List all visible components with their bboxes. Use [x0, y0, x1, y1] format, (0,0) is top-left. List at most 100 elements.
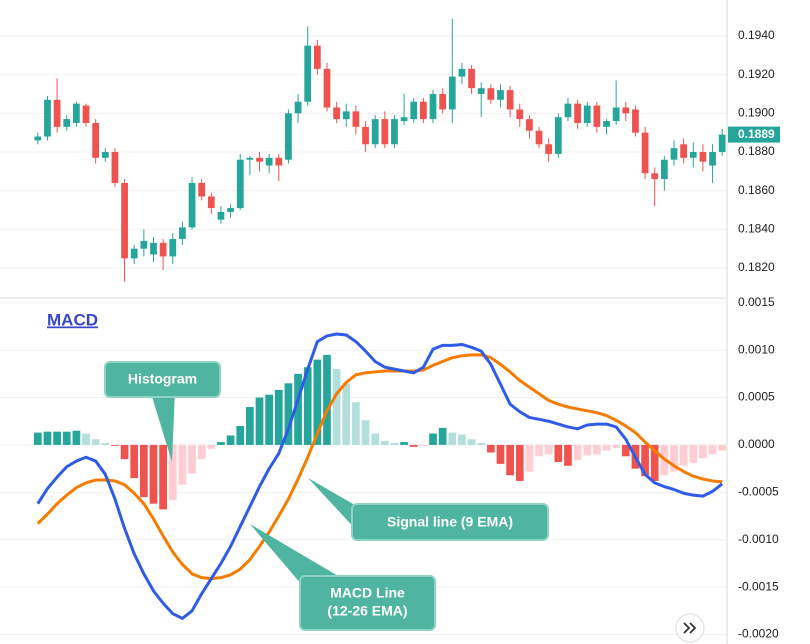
signal-label: Signal line (9 EMA) [387, 514, 513, 530]
histogram-bar [429, 433, 437, 445]
candle-body [217, 211, 225, 220]
candle-body [285, 113, 292, 160]
histogram-bar [438, 427, 447, 445]
histogram-bar [448, 432, 457, 445]
candle-body [670, 148, 678, 160]
histogram-bar [419, 444, 428, 446]
candle-body [73, 103, 80, 123]
candle-body [506, 90, 514, 110]
histogram-bar [159, 444, 167, 510]
y-tick-label: 0.1860 [738, 183, 775, 197]
macd-line-sublabel: (12-26 EMA) [327, 603, 407, 619]
candle-body [371, 119, 379, 145]
histogram-bar [139, 444, 148, 498]
candle-body [526, 119, 533, 131]
histogram-bar [506, 444, 514, 476]
candle-body [448, 76, 456, 110]
candle-body [159, 242, 167, 257]
scroll-button-icon[interactable] [683, 622, 697, 634]
y-tick-label: 0.1900 [738, 105, 775, 119]
histogram-bar [236, 425, 245, 445]
candle-body [198, 182, 206, 197]
histogram-bar [515, 444, 524, 481]
candle-body [323, 68, 331, 108]
candle-body [207, 196, 215, 209]
histogram-bar [458, 434, 466, 445]
last-price-label: 0.1889 [738, 127, 775, 141]
histogram-bar [593, 444, 601, 455]
candle-body [410, 101, 418, 120]
candle-body [583, 105, 591, 123]
histogram-bar [699, 444, 707, 459]
candle-body [477, 88, 485, 94]
candle-body [34, 136, 42, 141]
histogram-bar [72, 430, 81, 445]
histogram-bar [486, 444, 495, 453]
candle-body [63, 119, 71, 127]
candle-body [554, 117, 562, 154]
histogram-bar [708, 444, 717, 455]
histogram-bar [43, 431, 52, 445]
candle-body [699, 151, 707, 162]
histogram-bar [342, 383, 351, 445]
candle-body [497, 90, 504, 100]
candle-body [391, 119, 398, 145]
histogram-bar [554, 444, 563, 462]
histogram-bar [197, 444, 206, 460]
candle-body [111, 151, 119, 183]
macd-line-label: MACD Line [330, 585, 405, 601]
histogram-bar [641, 444, 649, 477]
scroll-button[interactable] [675, 613, 705, 643]
candle-body [140, 240, 148, 249]
candle-body [352, 111, 360, 127]
histogram-bar [226, 435, 235, 445]
y-tick-label: -0.0010 [738, 532, 779, 546]
candle-body [420, 101, 427, 120]
histogram-bar [621, 444, 630, 457]
histogram-bar [689, 444, 698, 463]
histogram-bar [583, 444, 592, 456]
histogram-bar [573, 444, 582, 461]
candle-body [439, 93, 447, 110]
candle-body [641, 132, 649, 174]
candle-body [660, 159, 668, 180]
histogram-bar [246, 407, 254, 445]
histogram-bar [149, 444, 158, 504]
histogram-bar [332, 369, 341, 445]
y-tick-label: 0.1820 [738, 260, 775, 274]
candle-body [313, 45, 321, 69]
candle-body [603, 121, 610, 127]
histogram-bar [120, 444, 129, 460]
histogram-bar [255, 397, 264, 445]
histogram-bar [323, 354, 331, 445]
candle-body [718, 134, 726, 152]
signal-callout [351, 503, 549, 541]
y-tick-label: -0.0015 [738, 579, 779, 593]
histogram-bar [265, 394, 274, 445]
histogram-bar [168, 444, 177, 500]
histogram-bar [294, 373, 302, 445]
y-tick-label: -0.0020 [738, 627, 779, 641]
y-tick-label: -0.0005 [738, 485, 779, 499]
histogram-bar [564, 444, 572, 466]
last-price-box [728, 126, 780, 143]
candle-body [632, 109, 639, 133]
histogram-bar [496, 444, 505, 464]
candle-body [294, 101, 302, 114]
histogram-bar [188, 444, 196, 474]
candle-body [612, 107, 620, 122]
histogram-bar [82, 433, 90, 445]
histogram-callout [104, 361, 221, 398]
y-tick-label: 0.0015 [738, 295, 775, 309]
histogram-bar [409, 444, 418, 447]
histogram-bar [130, 444, 139, 479]
candle-body [236, 159, 244, 209]
candle-body [82, 105, 90, 123]
candle-body [429, 93, 437, 120]
candle-body [150, 242, 157, 255]
y-tick-label: 0.1840 [738, 222, 775, 236]
y-tick-label: 0.1940 [738, 28, 775, 42]
histogram-bar [602, 444, 611, 451]
histogram-pointer [150, 390, 175, 462]
candle-body [680, 144, 687, 158]
